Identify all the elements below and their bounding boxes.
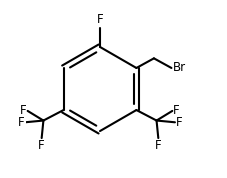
Text: Br: Br <box>172 61 185 74</box>
Text: F: F <box>173 104 179 117</box>
Text: F: F <box>17 116 24 129</box>
Text: F: F <box>175 116 182 129</box>
Text: F: F <box>96 13 103 26</box>
Text: F: F <box>154 140 161 153</box>
Text: F: F <box>38 140 45 153</box>
Text: F: F <box>20 104 27 117</box>
